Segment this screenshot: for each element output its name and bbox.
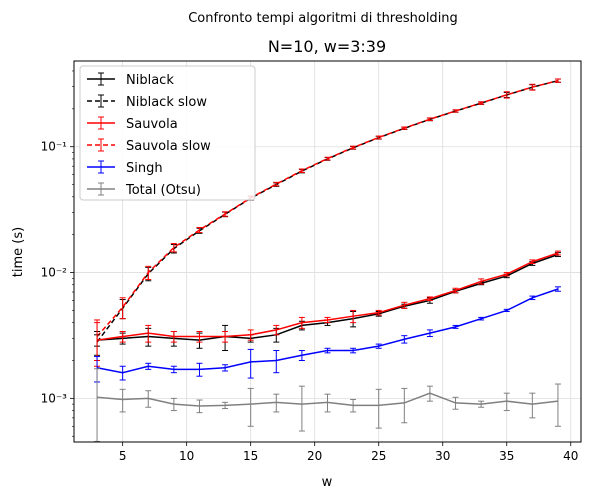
- legend-label: Total (Otsu): [125, 183, 201, 198]
- x-tick-label: 15: [243, 449, 258, 463]
- plot-area: 5 10 15 20 25 30 35 40 10⁻³ 10⁻² 10⁻¹: [41, 60, 582, 463]
- series-line: [96, 392, 559, 407]
- legend-item-niblack-slow: Niblack slow: [87, 94, 207, 110]
- x-tick-label: 20: [307, 449, 322, 463]
- y-axis-label: time (s): [11, 227, 26, 277]
- x-tick-label: 10: [179, 449, 194, 463]
- chart-title: N=10, w=3:39: [268, 37, 386, 56]
- legend-item-sauvola-slow: Sauvola slow: [87, 138, 211, 154]
- x-tick-label: 30: [435, 449, 450, 463]
- legend-item-total-otsu: Total (Otsu): [87, 182, 201, 198]
- legend-item-sauvola: Sauvola: [87, 116, 178, 132]
- x-tick-label: 35: [499, 449, 514, 463]
- x-tick-label: 5: [119, 449, 127, 463]
- ticks: 5 10 15 20 25 30 35 40 10⁻³ 10⁻² 10⁻¹: [41, 70, 578, 463]
- series-total-otsu: [94, 368, 561, 442]
- series-line: [96, 253, 559, 341]
- series-layer: [94, 78, 561, 442]
- series-sauvola: [94, 250, 561, 367]
- legend-frame: [79, 65, 256, 201]
- x-tick-label: 25: [371, 449, 386, 463]
- legend-label: Sauvola: [126, 117, 178, 132]
- legend-item-niblack: Niblack: [87, 72, 174, 88]
- legend-label: Niblack slow: [126, 95, 207, 110]
- series-line: [96, 288, 559, 374]
- legend-label: Sauvola slow: [126, 139, 211, 154]
- x-axis-label: w: [322, 475, 333, 490]
- legend-label: Niblack: [126, 73, 174, 88]
- x-tick-label: 40: [563, 449, 578, 463]
- axes-frame: [73, 60, 582, 443]
- series-singh: [94, 286, 561, 383]
- series-line: [96, 79, 559, 338]
- series-line: [96, 252, 559, 341]
- legend-label: Singh: [126, 161, 163, 176]
- legend: Niblack Niblack slow Sauvola Sauvola slow Si…: [79, 65, 256, 201]
- y-tick-label: 10⁻¹: [41, 140, 68, 154]
- y-tick-label: 10⁻³: [41, 391, 68, 405]
- y-tick-label: 10⁻²: [41, 266, 68, 280]
- chart-suptitle: Confronto tempi algoritmi di thresholdin…: [188, 11, 458, 26]
- legend-item-singh: Singh: [87, 160, 163, 176]
- series-sauvola-slow: [94, 78, 561, 361]
